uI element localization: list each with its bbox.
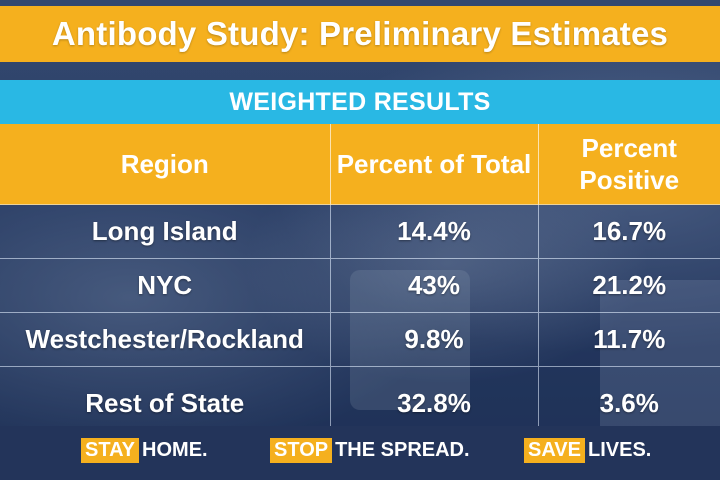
percent-positive-cell: 16.7% bbox=[537, 204, 720, 259]
percent-total-cell: 43% bbox=[329, 258, 538, 313]
title-banner: Antibody Study: Preliminary Estimates bbox=[0, 6, 720, 62]
slogan-text: LIVES. bbox=[587, 439, 652, 461]
table-row: Long Island 14.4% 16.7% bbox=[0, 204, 720, 259]
table-row: Westchester/Rockland 9.8% 11.7% bbox=[0, 312, 720, 367]
percent-positive-cell: 11.7% bbox=[537, 312, 720, 367]
percent-positive-cell: 21.2% bbox=[537, 258, 720, 313]
slogan-stay-home: STAY HOME. bbox=[81, 438, 208, 463]
table-row: NYC 43% 21.2% bbox=[0, 258, 720, 313]
slogan-highlight: STOP bbox=[270, 438, 333, 463]
slogan-text: THE SPREAD. bbox=[335, 439, 470, 461]
header-region: Region bbox=[0, 124, 330, 205]
slogan-text: HOME. bbox=[142, 439, 208, 461]
percent-total-cell: 9.8% bbox=[329, 312, 538, 367]
region-cell: Long Island bbox=[0, 204, 330, 259]
slogan-save-lives: SAVE LIVES. bbox=[524, 438, 651, 463]
results-table: Region Percent of Total Percent Positive… bbox=[0, 124, 720, 440]
header-percent-positive: Percent Positive bbox=[537, 124, 720, 205]
subtitle-banner: WEIGHTED RESULTS bbox=[0, 80, 720, 124]
table-header-row: Region Percent of Total Percent Positive bbox=[0, 124, 720, 205]
region-cell: NYC bbox=[0, 258, 330, 313]
slogan-highlight: SAVE bbox=[524, 438, 585, 463]
slogan-stop-the-spread: STOP THE SPREAD. bbox=[270, 438, 470, 463]
slogan-highlight: STAY bbox=[81, 438, 140, 463]
percent-total-cell: 14.4% bbox=[329, 204, 538, 259]
region-cell: Westchester/Rockland bbox=[0, 312, 330, 367]
header-percent-of-total: Percent of Total bbox=[329, 124, 538, 205]
page-title: Antibody Study: Preliminary Estimates bbox=[51, 15, 669, 52]
subtitle: WEIGHTED RESULTS bbox=[229, 87, 491, 116]
